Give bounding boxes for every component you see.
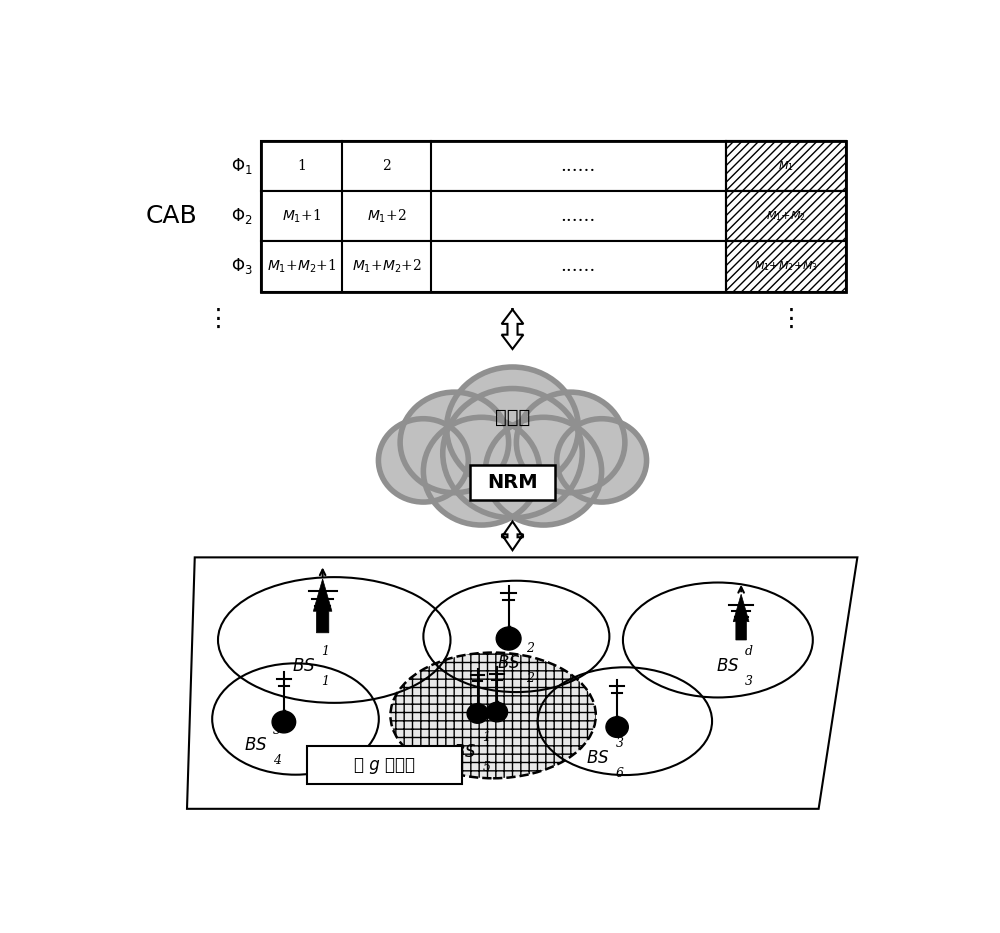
Text: 2: 2 [526, 673, 534, 686]
Bar [261, 141, 846, 191]
Circle shape [447, 367, 578, 489]
Text: ⋮: ⋮ [500, 307, 525, 331]
Text: $M_1$+$M_2$+$M_3$: $M_1$+$M_2$+$M_3$ [754, 259, 818, 273]
Text: $\mathit{BS}$: $\mathit{BS}$ [292, 658, 315, 675]
Text: 2: 2 [526, 642, 534, 655]
Text: $\mathit{BS}$: $\mathit{BS}$ [453, 745, 476, 761]
Text: $\mathit{BS}$: $\mathit{BS}$ [244, 737, 267, 754]
Text: $M_1$+$M_2$+2: $M_1$+$M_2$+2 [352, 258, 421, 275]
Text: ⋮: ⋮ [206, 307, 230, 331]
Circle shape [557, 419, 647, 502]
Bar [726, 191, 846, 242]
Text: $\Phi_3$: $\Phi_3$ [231, 257, 253, 276]
Circle shape [496, 627, 521, 650]
Text: 3: 3 [745, 675, 753, 689]
Text: ......: ...... [561, 157, 596, 174]
Polygon shape [733, 594, 749, 640]
Text: $M_1$: $M_1$ [778, 159, 794, 173]
Circle shape [486, 703, 508, 722]
Bar [726, 242, 846, 291]
Text: d: d [745, 645, 753, 658]
Bar [261, 242, 846, 291]
Polygon shape [313, 578, 332, 633]
Circle shape [423, 417, 540, 525]
Bar [470, 466, 555, 500]
Circle shape [606, 717, 628, 737]
Bar [726, 141, 846, 191]
Text: $M_1$+1: $M_1$+1 [282, 207, 321, 225]
Text: 3: 3 [616, 737, 624, 750]
Text: 4: 4 [273, 754, 281, 767]
Text: $\mathit{BS}$: $\mathit{BS}$ [586, 750, 610, 767]
Text: $M_1$+2: $M_1$+2 [367, 207, 406, 225]
Circle shape [485, 417, 602, 525]
Text: 3: 3 [273, 724, 281, 737]
Text: NRM: NRM [487, 473, 538, 493]
Text: $\mathit{BS}$: $\mathit{BS}$ [716, 658, 739, 675]
Text: ......: ...... [561, 207, 596, 225]
Text: ⋮: ⋮ [779, 307, 804, 331]
Circle shape [272, 711, 296, 733]
Text: 核心网: 核心网 [495, 408, 530, 426]
Text: $\mathit{BS}$: $\mathit{BS}$ [497, 655, 520, 672]
Circle shape [516, 392, 625, 493]
Bar [726, 191, 846, 242]
Circle shape [443, 388, 582, 518]
Polygon shape [502, 310, 523, 349]
Text: $M_1$+$M_2$+1: $M_1$+$M_2$+1 [267, 258, 336, 275]
Circle shape [378, 419, 468, 502]
Text: CAB: CAB [146, 204, 197, 229]
Bar [726, 141, 846, 191]
Text: $\Phi_1$: $\Phi_1$ [231, 156, 253, 175]
Polygon shape [502, 522, 523, 550]
Text: $M_1$+$M_2$: $M_1$+$M_2$ [766, 209, 806, 223]
Circle shape [467, 703, 488, 723]
Text: 1: 1 [321, 645, 329, 658]
Text: 5: 5 [482, 761, 490, 774]
Text: $\Phi_2$: $\Phi_2$ [231, 206, 253, 226]
Text: 2: 2 [382, 159, 391, 173]
Polygon shape [187, 557, 857, 809]
Bar [261, 191, 846, 242]
Bar [307, 745, 462, 784]
Circle shape [400, 392, 509, 493]
Bar [726, 242, 846, 291]
Text: 第 g 个网格: 第 g 个网格 [354, 756, 415, 773]
Text: 1: 1 [321, 675, 329, 689]
Text: 1: 1 [482, 731, 490, 745]
Text: 1: 1 [297, 159, 306, 173]
Ellipse shape [390, 652, 596, 778]
Text: 6: 6 [616, 767, 624, 780]
Bar [261, 141, 846, 291]
Text: ......: ...... [561, 258, 596, 275]
